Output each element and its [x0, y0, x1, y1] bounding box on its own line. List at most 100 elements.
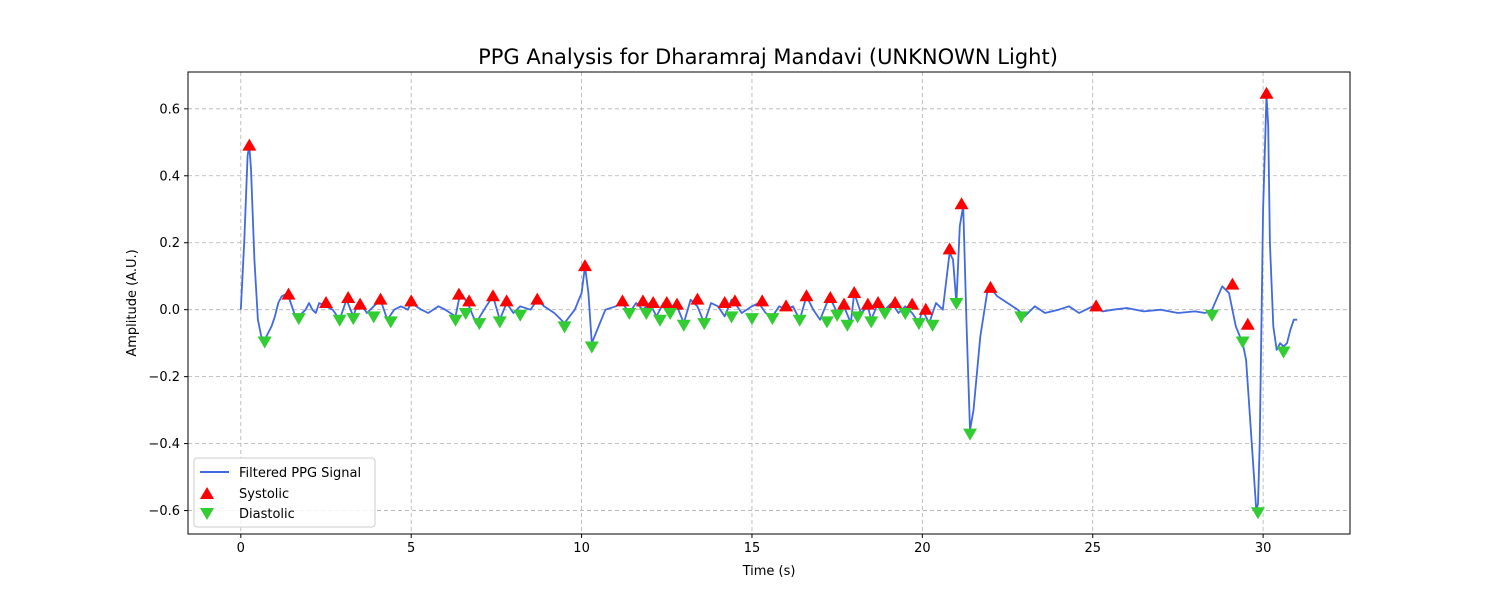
diastolic-peak-marker [724, 311, 739, 324]
systolic-peak-marker [615, 294, 630, 307]
diastolic-peak-marker [850, 311, 865, 324]
diastolic-peak-marker [744, 313, 759, 326]
systolic-peak-marker [727, 294, 742, 307]
diastolic-peak-marker [949, 298, 964, 310]
systolic-peak-marker [779, 299, 794, 312]
systolic-peak-marker [635, 294, 650, 307]
y-tick-label: −0.4 [148, 437, 180, 452]
diastolic-peak-marker [652, 314, 667, 327]
systolic-peak-marker [1259, 86, 1274, 99]
x-tick-label: 10 [573, 541, 590, 556]
legend: Filtered PPG Signal Systolic Diastolic [193, 457, 376, 528]
systolic-peak-marker [646, 296, 661, 308]
ppg-signal-line [239, 94, 1298, 512]
systolic-peak-marker [451, 287, 466, 300]
signal-line-layer [239, 94, 1298, 512]
legend-label-diastolic: Diastolic [239, 507, 295, 522]
systolic-peak-marker [823, 290, 838, 303]
diastolic-peak-marker [448, 314, 463, 327]
diastolic-peak-marker [291, 313, 306, 326]
systolic-peak-marker [341, 290, 356, 303]
x-tick-label: 5 [407, 541, 415, 556]
legend-diastolic-marker [200, 508, 214, 520]
diastolic-peak-marker [257, 336, 272, 349]
systolic-peak-marker [1089, 299, 1104, 312]
systolic-peak-marker [1225, 277, 1240, 290]
x-tick-label: 30 [1255, 541, 1272, 556]
systolic-peak-marker [836, 297, 851, 310]
diastolic-peak-marker [1235, 336, 1250, 349]
systolic-peak-marker [717, 296, 732, 308]
y-tick-label: 0.0 [159, 303, 180, 318]
systolic-peak-marker [485, 289, 500, 302]
diastolic-peak-marker [898, 308, 913, 321]
diastolic-peak-marker [911, 318, 926, 331]
diastolic-peak-marker [366, 311, 381, 324]
systolic-peak-marker [755, 294, 770, 307]
diastolic-peak-marker [819, 316, 834, 329]
diastolic-peak-marker [584, 341, 599, 354]
legend-label-systolic: Systolic [239, 487, 289, 502]
y-tick-label: 0.2 [159, 236, 180, 251]
systolic-peak-marker [659, 296, 674, 308]
diastolic-peak-marker [557, 321, 572, 334]
diastolic-peak-marker [676, 319, 691, 332]
plot-frame [187, 71, 1351, 535]
systolic-peak-marker [669, 297, 684, 310]
diastolic-peak-marker [963, 428, 978, 441]
y-tick-label: −0.2 [148, 370, 180, 385]
systolic-peak-marker [373, 292, 388, 305]
diastolic-peak-marker [472, 318, 487, 331]
y-tick-label: 0.4 [159, 169, 180, 184]
diastolic-peak-marker [864, 316, 879, 329]
diastolic-peak-marker [332, 314, 347, 327]
diastolic-peak-marker [792, 314, 807, 327]
systolic-peak-marker [860, 297, 875, 310]
diastolic-peak-marker [925, 319, 940, 332]
diastolic-peak-marker [492, 316, 507, 329]
diastolic-peak-marker [697, 318, 712, 331]
systolic-peak-marker [983, 280, 998, 293]
x-axis-label: Time (s) [742, 564, 796, 579]
systolic-peak-marker [690, 292, 705, 305]
systolic-peak-marker [847, 285, 862, 298]
grid-lines [188, 72, 1350, 534]
y-tick-label: 0.6 [159, 102, 180, 117]
diastolic-peak-marker [346, 313, 361, 326]
diastolic-peak-marker [513, 309, 528, 322]
axis-ticks: 0 5 10 15 20 25 30 −0.6 −0.4 −0.2 0.0 0.2 0.4 0.6 [148, 102, 1271, 556]
systolic-peak-marker [530, 292, 545, 305]
legend-box [193, 457, 376, 528]
x-tick-label: 20 [914, 541, 931, 556]
x-tick-label: 0 [237, 541, 245, 556]
diastolic-peak-marker [458, 308, 473, 321]
chart-title: PPG Analysis for Dharamraj Mandavi (UNKN… [478, 45, 1058, 69]
systolic-peak-marker [242, 138, 257, 151]
diastolic-peak-marker [383, 316, 398, 329]
systolic-peak-marker [954, 197, 969, 210]
peak-markers [242, 86, 1291, 520]
diastolic-peak-marker [840, 319, 855, 332]
systolic-peak-marker [577, 259, 592, 272]
systolic-peak-marker [799, 289, 814, 302]
systolic-peak-marker [499, 294, 514, 307]
diastolic-peak-marker [765, 313, 780, 326]
diastolic-peak-marker [1204, 309, 1219, 322]
diastolic-peak-marker [622, 308, 637, 321]
diastolic-peak-marker [639, 308, 654, 321]
systolic-peak-marker [353, 297, 368, 310]
diastolic-peak-marker [1014, 311, 1029, 324]
systolic-peak-marker [462, 294, 477, 307]
diastolic-peak-marker [1250, 507, 1265, 520]
systolic-peak-marker [871, 296, 886, 308]
systolic-peak-marker [942, 242, 957, 255]
y-tick-label: −0.6 [148, 504, 180, 519]
systolic-peak-marker [319, 296, 334, 308]
y-axis-label: Amplitude (A.U.) [125, 249, 140, 356]
systolic-peak-marker [888, 296, 903, 308]
diastolic-peak-marker [663, 308, 678, 321]
diastolic-peak-marker [877, 308, 892, 321]
systolic-peak-marker [281, 287, 296, 300]
systolic-peak-marker [1240, 317, 1255, 330]
